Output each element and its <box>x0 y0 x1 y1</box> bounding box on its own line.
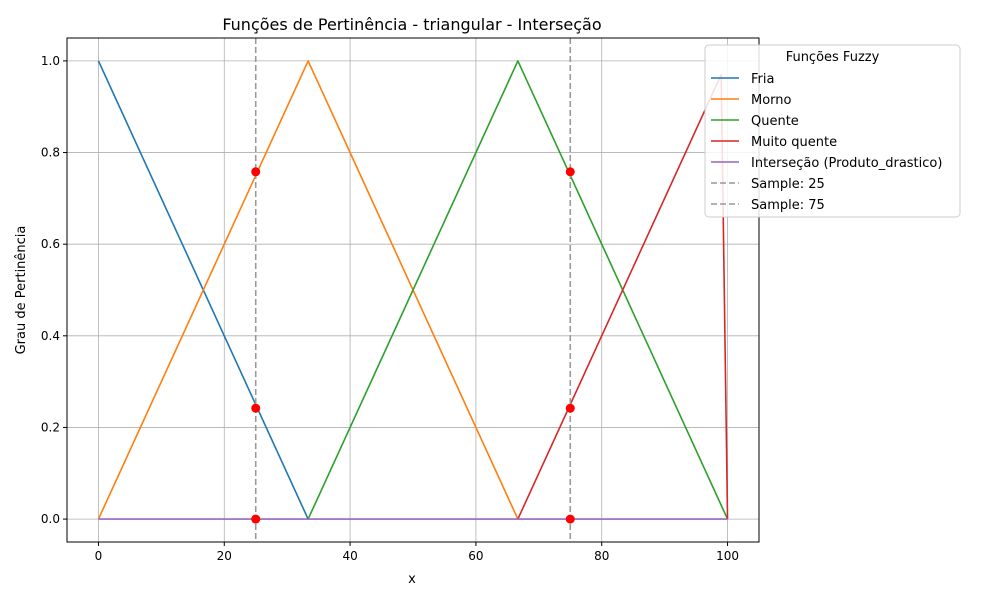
legend: Funções Fuzzy Fria Morno Quente Muito quente… <box>704 44 961 218</box>
legend-entry: Morno <box>751 93 792 108</box>
series-line-muito-quente <box>517 73 729 520</box>
x-tick-label: 0 <box>95 549 103 563</box>
y-tick-label: 0.8 <box>41 146 60 160</box>
legend-entry: Quente <box>751 114 799 129</box>
plot-frame <box>66 37 760 543</box>
series-line-quente <box>307 60 729 520</box>
y-tick-label: 1.0 <box>41 54 60 68</box>
axis-ticks: 0 20 40 60 80 100 0.0 0.2 0.4 0.6 0.8 1.0 <box>41 54 739 563</box>
y-tick-label: 0.6 <box>41 237 60 251</box>
x-tick-label: 20 <box>217 549 232 563</box>
sample-point <box>565 167 575 177</box>
legend-entry: Fria <box>751 72 774 87</box>
x-tick-label: 40 <box>342 549 357 563</box>
x-tick-label: 80 <box>594 549 609 563</box>
series-lines <box>97 60 729 520</box>
legend-entry: Sample: 75 <box>751 198 825 213</box>
legend-entry: Sample: 25 <box>751 177 825 192</box>
y-axis-title: Grau de Pertinência <box>14 226 29 355</box>
x-axis-title: x <box>408 572 416 587</box>
sample-points <box>251 167 575 524</box>
sample-point <box>565 403 575 413</box>
legend-entry: Muito quente <box>751 135 837 150</box>
y-tick-label: 0.4 <box>41 329 60 343</box>
y-tick-label: 0.2 <box>41 420 60 434</box>
sample-point <box>251 167 261 177</box>
legend-box <box>704 44 961 218</box>
sample-point <box>565 514 575 524</box>
sample-point <box>251 514 261 524</box>
x-tick-label: 60 <box>468 549 483 563</box>
legend-title: Funções Fuzzy <box>786 50 880 65</box>
series-line-morno <box>97 60 519 520</box>
y-tick-label: 0.0 <box>41 512 60 526</box>
x-tick-label: 100 <box>716 549 739 563</box>
legend-entry: Interseção (Produto_drastico) <box>751 156 942 171</box>
sample-lines <box>254 38 572 542</box>
sample-point <box>251 403 261 413</box>
chart-title: Funções de Pertinência - triangular - In… <box>222 15 601 34</box>
